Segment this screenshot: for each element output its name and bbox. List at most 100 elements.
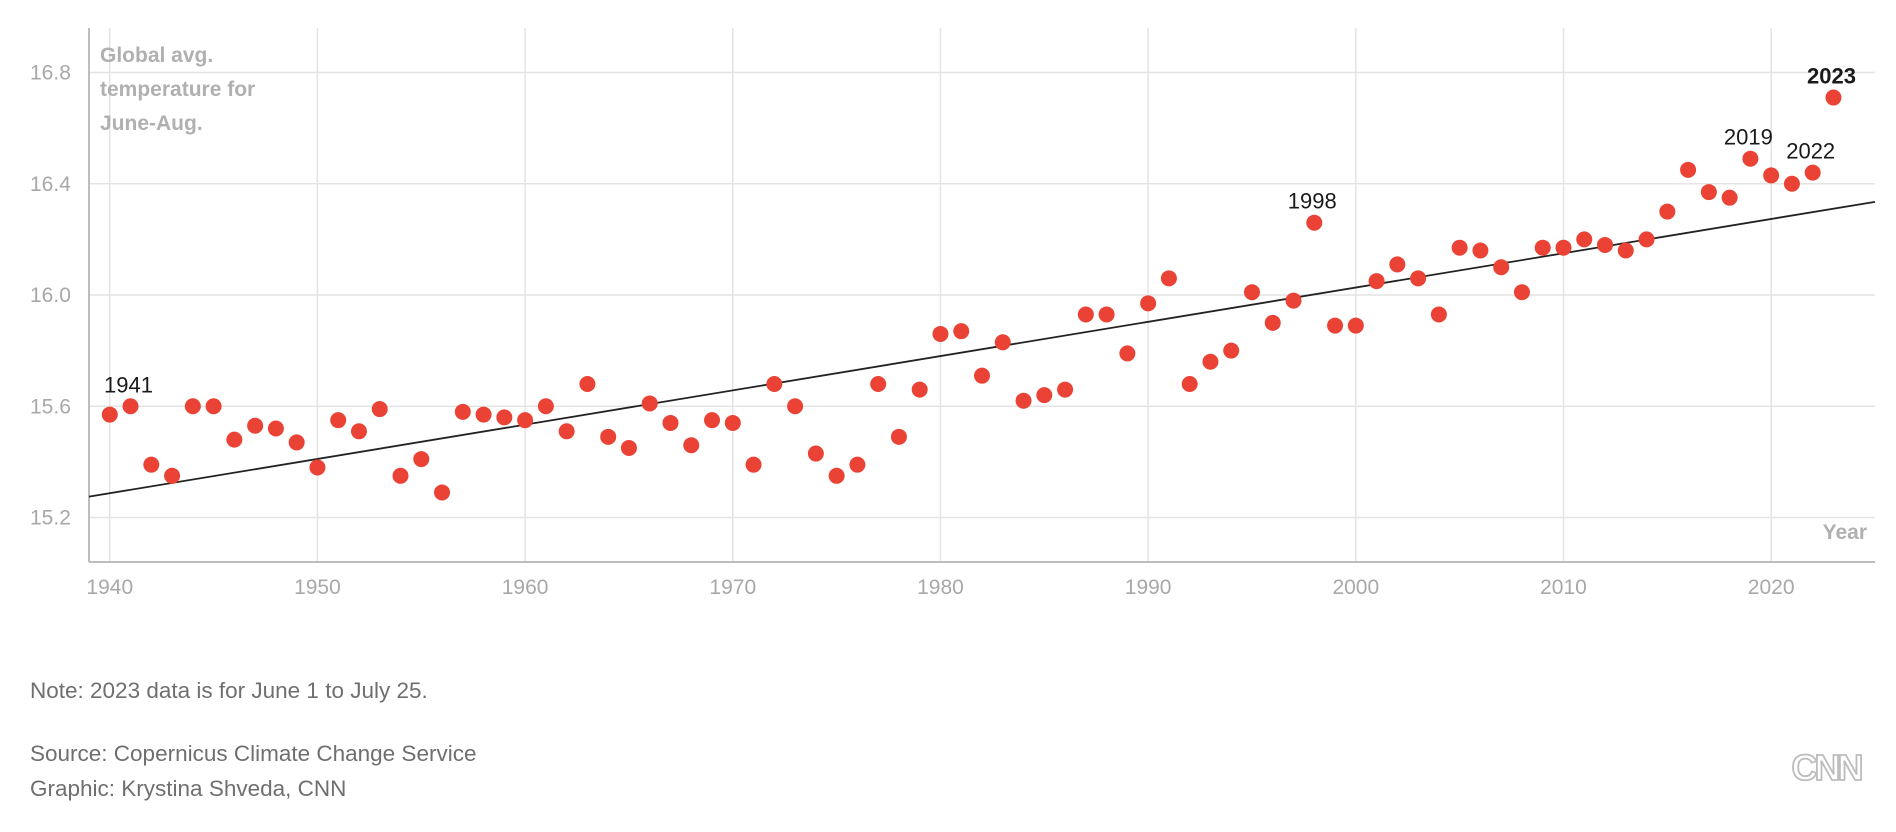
data-point xyxy=(1327,317,1344,334)
x-tick-label: 1990 xyxy=(1125,576,1172,599)
data-point xyxy=(932,325,949,342)
data-point xyxy=(101,406,118,423)
data-point xyxy=(1472,242,1489,259)
y-axis-label-line: Global avg. xyxy=(100,44,213,67)
data-point xyxy=(371,401,388,418)
data-point xyxy=(787,398,804,415)
data-point xyxy=(1264,314,1281,331)
year-annotations: 1941 1998 2019 2022 2023 xyxy=(104,64,1856,398)
data-point xyxy=(1119,345,1136,362)
y-tick-labels: 15.2 15.6 16.0 16.4 16.8 xyxy=(30,62,71,530)
data-point xyxy=(1057,381,1074,398)
x-tick-label: 2020 xyxy=(1748,576,1795,599)
graphic-credit: Graphic: Krystina Shveda, CNN xyxy=(30,776,347,801)
x-tick-label: 1940 xyxy=(86,576,133,599)
year-annotation: 1941 xyxy=(104,372,153,397)
data-point xyxy=(1638,231,1655,248)
data-point xyxy=(994,334,1011,351)
data-point xyxy=(1597,236,1614,253)
data-point xyxy=(662,414,679,431)
data-point xyxy=(205,398,222,415)
y-axis-label-line: June-Aug. xyxy=(100,112,203,135)
data-point xyxy=(1077,306,1094,323)
axes xyxy=(88,28,1875,563)
data-point xyxy=(1140,295,1157,312)
y-tick-label: 16.0 xyxy=(30,284,71,307)
x-tick-label: 1980 xyxy=(917,576,964,599)
x-axis-label: Year xyxy=(1823,521,1867,544)
data-point xyxy=(1306,214,1323,231)
data-point xyxy=(1285,292,1302,309)
data-point xyxy=(1659,203,1676,220)
data-point xyxy=(641,395,658,412)
data-point xyxy=(600,428,617,445)
data-point xyxy=(579,376,596,392)
data-point xyxy=(184,398,201,415)
data-point xyxy=(1181,376,1198,392)
y-tick-label: 16.4 xyxy=(30,173,71,196)
data-point xyxy=(1513,284,1530,301)
data-point xyxy=(745,456,762,473)
data-point xyxy=(724,414,741,431)
data-point xyxy=(1451,239,1468,256)
y-tick-label: 15.2 xyxy=(30,507,71,530)
data-point xyxy=(475,406,492,423)
x-tick-label: 2000 xyxy=(1332,576,1379,599)
data-point xyxy=(1202,353,1219,370)
data-point xyxy=(1783,175,1800,192)
data-point xyxy=(1555,239,1572,256)
data-point xyxy=(1700,184,1717,201)
data-point xyxy=(1763,167,1780,184)
year-annotation: 2022 xyxy=(1786,139,1835,164)
data-point xyxy=(1534,239,1551,256)
data-point xyxy=(1680,161,1697,178)
data-point xyxy=(392,467,409,484)
data-point xyxy=(1347,317,1364,334)
data-point xyxy=(766,376,783,392)
year-annotation: 1998 xyxy=(1288,189,1337,214)
data-point xyxy=(1389,256,1406,273)
data-point xyxy=(1742,150,1759,167)
data-point xyxy=(226,431,243,448)
data-point xyxy=(1036,387,1053,404)
data-point xyxy=(1098,306,1115,323)
x-tick-label: 2010 xyxy=(1540,576,1587,599)
data-point xyxy=(122,398,139,415)
data-point xyxy=(143,456,160,473)
data-point xyxy=(454,403,471,420)
data-point xyxy=(288,434,305,451)
trend-line xyxy=(88,200,1876,498)
data-point xyxy=(1825,89,1842,106)
data-point xyxy=(350,423,367,440)
source-credit: Source: Copernicus Climate Change Servic… xyxy=(30,741,477,766)
data-point xyxy=(620,439,637,456)
data-point xyxy=(1804,164,1821,181)
data-point xyxy=(1576,231,1593,248)
data-point xyxy=(1015,392,1032,409)
data-point xyxy=(704,412,721,429)
data-point xyxy=(1410,270,1427,287)
data-point xyxy=(807,445,824,462)
data-point xyxy=(496,409,513,426)
data-point xyxy=(870,376,887,392)
y-axis-label-line: temperature for xyxy=(100,78,255,101)
y-tick-label: 15.6 xyxy=(30,395,71,418)
cnn-logo-text: CNN xyxy=(1792,748,1862,788)
x-tick-label: 1960 xyxy=(502,576,549,599)
year-annotation: 2019 xyxy=(1724,125,1773,150)
y-tick-label: 16.8 xyxy=(30,62,71,85)
footnote: Note: 2023 data is for June 1 to July 25… xyxy=(30,678,428,703)
grid-lines xyxy=(89,28,1875,562)
data-point xyxy=(1243,284,1260,301)
data-point xyxy=(1160,270,1177,287)
data-point xyxy=(1493,259,1510,276)
data-point xyxy=(849,456,866,473)
x-tick-labels: 1940 1950 1960 1970 1980 1990 2000 2010 2020 xyxy=(86,576,1794,599)
data-point xyxy=(247,417,264,434)
data-points xyxy=(101,89,1842,501)
data-point xyxy=(1617,242,1634,259)
x-tick-label: 1970 xyxy=(709,576,756,599)
data-point xyxy=(309,459,326,476)
data-point xyxy=(413,451,430,468)
year-annotation: 2023 xyxy=(1807,64,1856,89)
